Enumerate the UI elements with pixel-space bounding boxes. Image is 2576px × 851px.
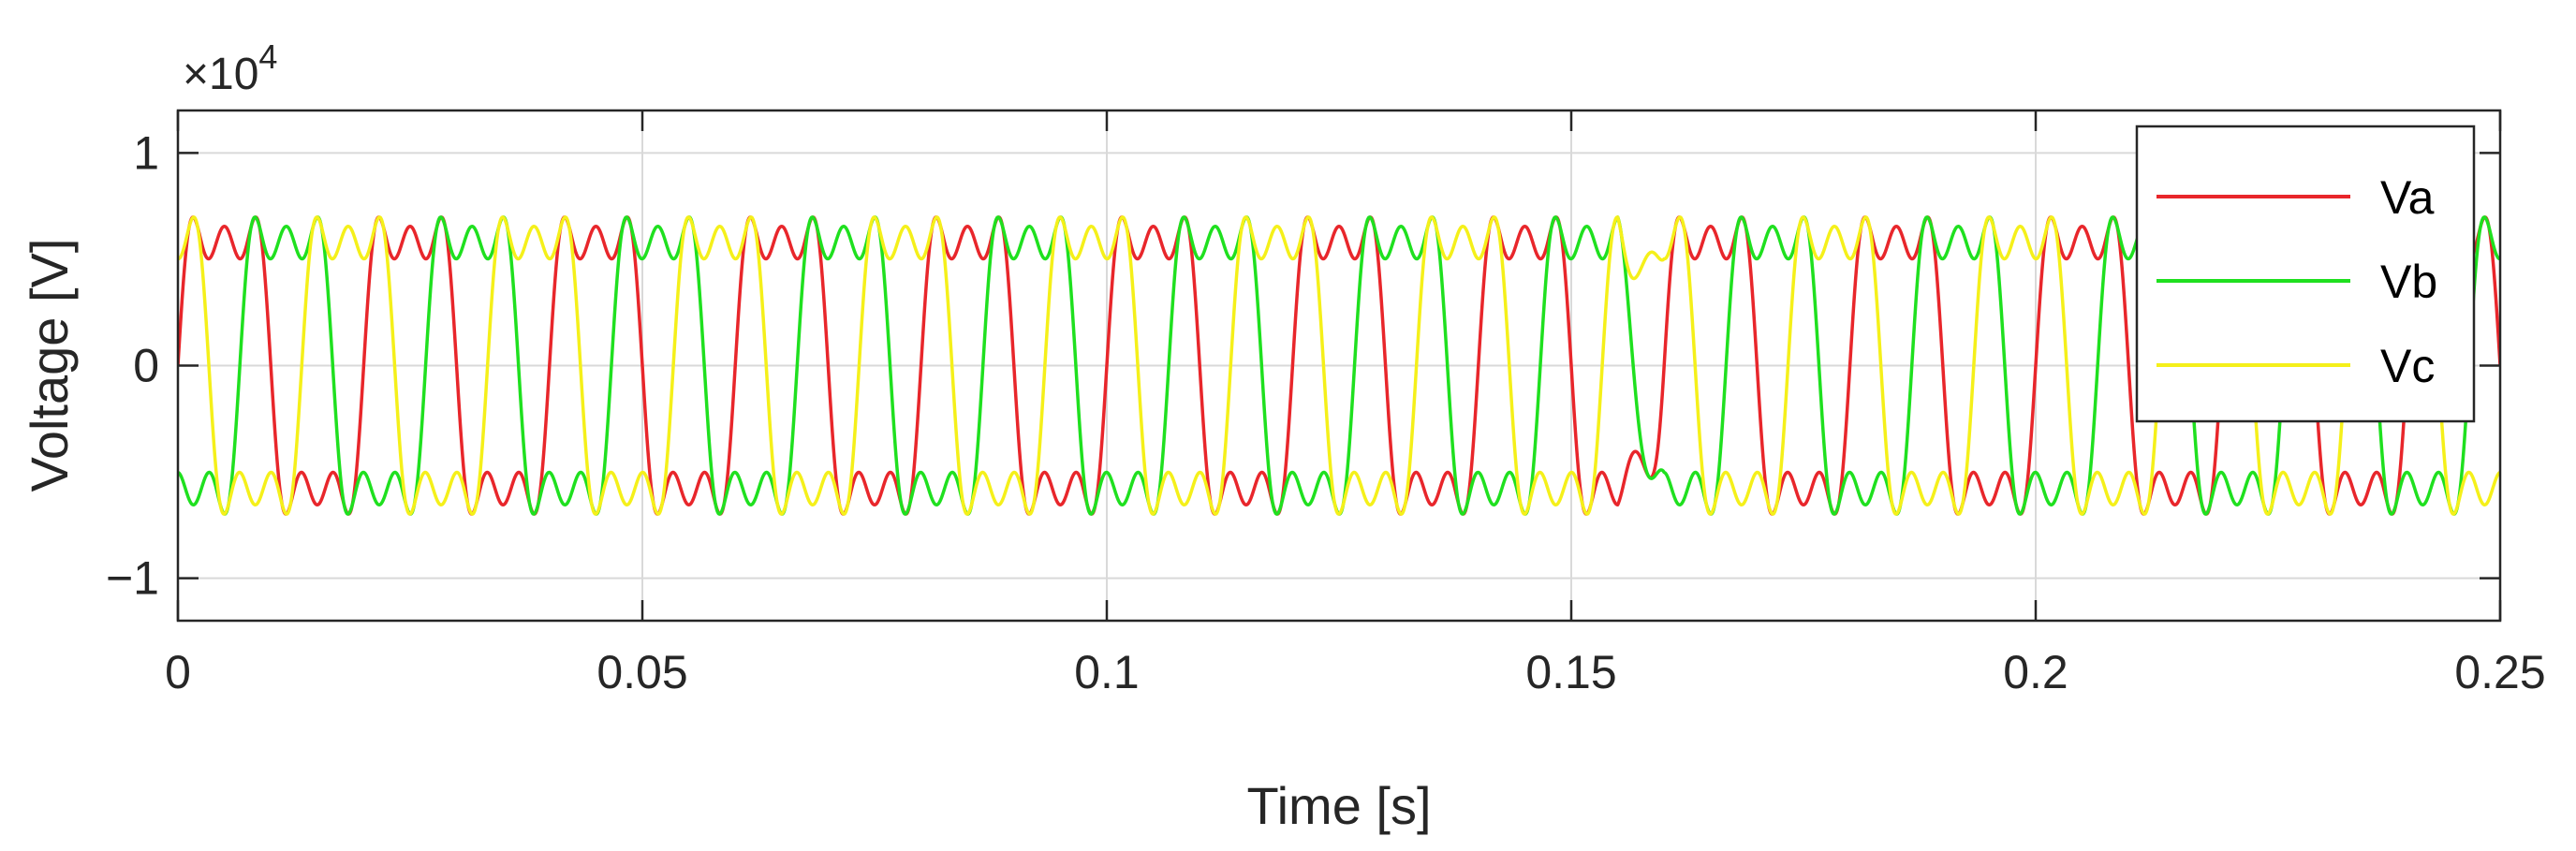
x-tick-label: 0.2 <box>2003 646 2068 698</box>
svg-text:×104: ×104 <box>183 37 277 99</box>
legend-label-vc: Vc <box>2380 340 2435 392</box>
legend-label-vb: Vb <box>2380 256 2437 308</box>
legend: Va Vb Vc <box>2135 125 2476 423</box>
legend-label-va: Va <box>2380 171 2435 224</box>
x-tick-label: 0.05 <box>596 646 687 698</box>
x-tick-label: 0 <box>165 646 191 698</box>
legend-box <box>2135 125 2476 423</box>
x-tick-label: 0.1 <box>1074 646 1140 698</box>
y-exponent-label: ×104 <box>183 37 277 99</box>
y-tick-label: 0 <box>133 340 159 392</box>
y-tick-label: −1 <box>106 552 159 605</box>
x-tick-label: 0.25 <box>2454 646 2545 698</box>
y-tick-label: 1 <box>133 126 159 179</box>
x-axis-label: Time [s] <box>1246 776 1431 835</box>
y-exponent-base: ×10 <box>183 50 258 99</box>
x-tick-label: 0.15 <box>1525 646 1616 698</box>
y-exponent-power: 4 <box>258 37 277 76</box>
axis-ticks <box>176 110 2502 621</box>
tick-labels: 0 0.05 0.1 0.15 0.2 0.25−101 <box>106 126 2546 698</box>
y-axis-label: Voltage [V] <box>20 239 79 492</box>
series-line-vc <box>178 215 2500 516</box>
series-layer <box>178 215 2500 516</box>
